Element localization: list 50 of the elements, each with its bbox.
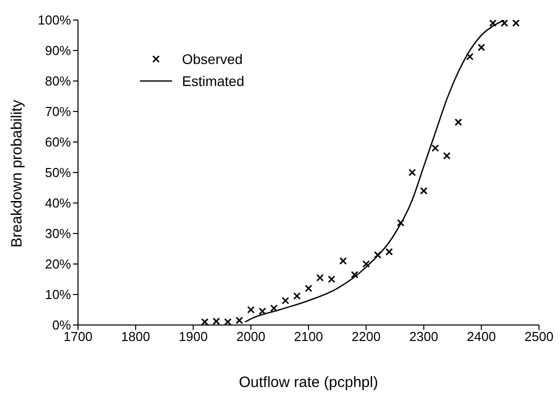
x-tick-label: 2100 — [294, 329, 323, 344]
line-series — [244, 20, 506, 323]
x-tick-label: 2000 — [236, 329, 266, 344]
point — [236, 316, 244, 324]
y-tick-label: 20% — [44, 256, 72, 272]
y-axis-title: Breakdown probability — [8, 99, 26, 248]
x-axis-title: Outflow rate (pcphpl) — [238, 374, 378, 391]
point — [443, 152, 451, 160]
y-tick-label: 50% — [44, 165, 72, 180]
point — [385, 248, 393, 256]
y-tick-label: 60% — [44, 134, 72, 150]
x-tick-label: 2300 — [409, 329, 438, 344]
point — [212, 318, 220, 325]
legend-label: Estimated — [182, 72, 244, 91]
point — [466, 52, 474, 60]
y-tick-label: 70% — [44, 104, 72, 120]
y-tick-label: 100% — [38, 12, 72, 28]
point — [362, 260, 370, 268]
point — [489, 20, 497, 27]
point — [432, 144, 440, 152]
legend-label: Observed — [182, 50, 243, 69]
y-tick-label: 40% — [44, 196, 72, 211]
point — [339, 257, 347, 265]
point — [224, 318, 232, 325]
point — [350, 270, 358, 278]
point — [512, 20, 520, 27]
point — [408, 168, 416, 176]
point — [478, 44, 486, 52]
x-tick-label: 1800 — [121, 329, 150, 344]
y-tick-label: 80% — [44, 74, 72, 89]
y-tick-label: 30% — [44, 226, 72, 242]
y-tick-label: 10% — [44, 287, 72, 302]
point — [420, 187, 428, 195]
point — [454, 118, 462, 126]
x-tick-label: 2400 — [466, 329, 496, 344]
point — [270, 304, 278, 312]
point — [258, 308, 266, 316]
y-tick-label: 90% — [44, 43, 72, 58]
point — [396, 219, 404, 227]
x-tick-label: 1900 — [178, 329, 208, 344]
point — [374, 251, 382, 259]
x-tick-label: 2500 — [524, 329, 554, 344]
point — [316, 274, 324, 282]
point — [247, 306, 255, 314]
x-tick-label: 2200 — [352, 329, 381, 344]
point — [282, 296, 290, 304]
point — [304, 284, 312, 292]
point — [201, 318, 209, 325]
point — [293, 292, 301, 300]
point — [328, 276, 336, 283]
